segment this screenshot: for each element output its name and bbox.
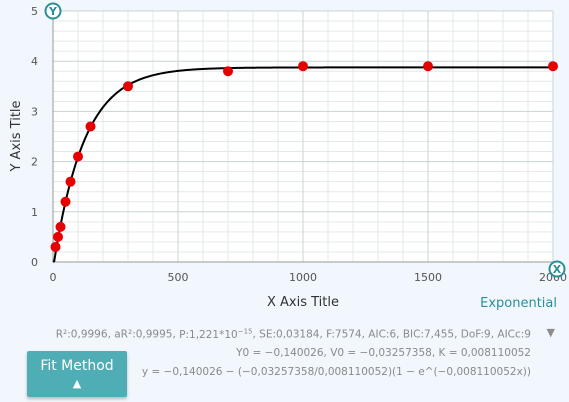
x-axis-badge[interactable]: X — [548, 260, 566, 278]
y-axis-badge-label: Y — [48, 5, 58, 18]
x-tick-label: 1000 — [289, 271, 317, 284]
x-axis-badge-label: X — [553, 263, 562, 276]
data-point — [50, 241, 61, 252]
data-point — [423, 61, 433, 72]
data-point — [53, 231, 63, 242]
stat-aic: AIC:6 — [368, 328, 397, 341]
fit-method-button[interactable]: Fit Method ▲ — [27, 351, 127, 397]
stat-se: SE:0,03184 — [259, 328, 320, 341]
y-axis-badge[interactable]: Y — [44, 2, 62, 20]
y-axis-title: Y Axis Title — [9, 100, 24, 172]
fit-equation: y = −0,140026 − (−0,03257358/0,008110052… — [141, 366, 531, 378]
y-tick-label: 4 — [31, 55, 38, 68]
data-point — [548, 61, 558, 72]
data-point — [55, 221, 66, 232]
y-tick-label: 1 — [31, 206, 38, 219]
data-point — [223, 66, 233, 77]
data-point — [123, 81, 133, 92]
data-point — [60, 196, 71, 207]
stat-dof: DoF:9 — [460, 328, 491, 341]
stat-r2: R²:0,9996 — [55, 328, 108, 341]
stat-ar2: aR²:0,9995 — [114, 328, 173, 341]
data-point — [73, 151, 83, 162]
y-tick-label: 5 — [31, 5, 38, 18]
stat-aicc: AICc:9 — [497, 328, 531, 341]
x-tick-label: 500 — [168, 271, 189, 284]
fit-type-label: Exponential — [480, 296, 557, 311]
x-tick-labels: 0 500 1000 1500 2000 — [50, 271, 568, 284]
y-tick-label: 2 — [31, 156, 38, 169]
data-point — [85, 121, 96, 132]
fit-parameters: Y0 = −0,140026, V0 = −0,03257358, K = 0,… — [236, 347, 531, 359]
y-tick-labels: 0 1 2 3 4 5 — [31, 5, 38, 269]
x-tick-label: 0 — [50, 271, 57, 284]
x-axis-title: X Axis Title — [267, 295, 339, 310]
x-tick-label: 1500 — [414, 271, 442, 284]
fit-statistics: R²:0,9996, aR²:0,9995, P:1,221*10−15, SE… — [55, 327, 531, 341]
stat-bic: BIC:7,455 — [402, 328, 455, 341]
stat-p: P:1,221*10−15 — [179, 327, 253, 341]
y-tick-label: 0 — [31, 256, 38, 269]
fit-method-label: Fit Method — [40, 357, 114, 374]
data-point — [65, 176, 76, 187]
data-points — [50, 61, 558, 252]
data-point — [298, 61, 308, 72]
y-tick-label: 3 — [31, 105, 38, 118]
chevron-up-icon: ▲ — [72, 376, 82, 390]
stat-f: F:7574 — [326, 328, 362, 341]
stats-collapse-toggle[interactable]: ▼ — [546, 326, 555, 339]
